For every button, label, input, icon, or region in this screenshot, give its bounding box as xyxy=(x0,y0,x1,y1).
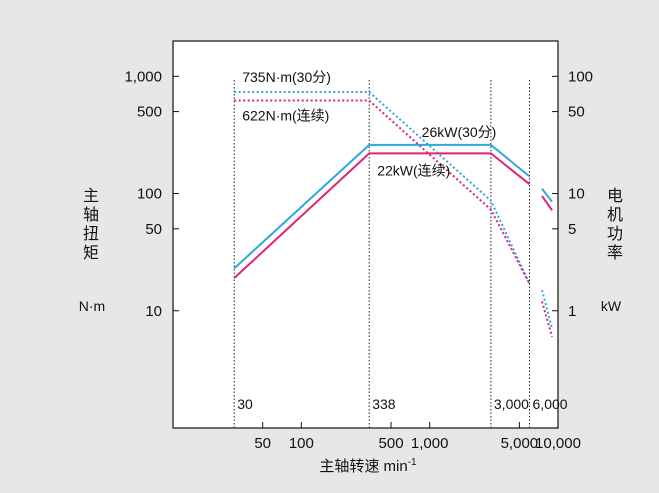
ylabel-right-char: 功 xyxy=(607,225,623,243)
series-label-torque-continuous: 622N·m(连续) xyxy=(242,107,329,123)
ylabel-right-char: 机 xyxy=(607,206,623,224)
y-axis-right-title: 电机功率 kW xyxy=(601,187,623,314)
y-right-tick-label-10: 10 xyxy=(568,186,585,203)
svg-text:主轴扭矩: 主轴扭矩 xyxy=(83,187,99,262)
plot-area xyxy=(173,41,558,428)
x-tick-label-1-000: 1,000 xyxy=(411,435,449,452)
series-line-torque-1 xyxy=(234,99,531,285)
x-tick-label-50: 50 xyxy=(254,435,271,452)
y-axis-left-title: 主轴扭矩 N·m xyxy=(79,187,105,314)
series-tail-dash-1 xyxy=(541,301,554,338)
y-right-tick-label-100: 100 xyxy=(568,68,593,85)
y-axis-left-unit: N·m xyxy=(79,298,105,314)
ylabel-left-char: 扭 xyxy=(83,225,99,243)
speed-marker-label-6-000: 6,000 xyxy=(533,396,568,412)
x-axis-title-text: 主轴转速 min xyxy=(319,458,407,475)
ylabel-right-char: 电 xyxy=(607,187,623,205)
series-line-torque-0 xyxy=(234,91,531,285)
series-label-power-30min: 26kW(30分) xyxy=(422,124,497,140)
x-tick-label-10-000: 10,000 xyxy=(535,435,581,452)
y-left-tick-label-100: 100 xyxy=(137,186,162,203)
ylabel-left-char: 矩 xyxy=(83,244,99,262)
speed-marker-label-30: 30 xyxy=(237,396,253,412)
series-tail-dash-0 xyxy=(541,289,554,330)
y-left-tick-label-50: 50 xyxy=(145,221,162,238)
series-line-power-2 xyxy=(233,143,531,270)
x-axis-title: 主轴转速 min-1 xyxy=(319,457,417,475)
x-tick-label-500: 500 xyxy=(379,435,404,452)
y-left-tick-label-10: 10 xyxy=(145,303,162,320)
x-axis-title-superscript: -1 xyxy=(408,457,417,468)
label-layer: 735N·m(30分) 622N·m(连续) 26kW(30分) 22kW(连续) xyxy=(242,69,496,178)
plot-frame xyxy=(172,40,559,429)
ylabel-left-char: 轴 xyxy=(83,206,99,224)
series-line-power-3-seg1 xyxy=(541,195,553,211)
series-label-power-continuous: 22kW(连续) xyxy=(377,162,450,178)
y-right-tick-label-1: 1 xyxy=(568,303,576,320)
series-line-power-2-seg1 xyxy=(541,188,553,203)
speed-marker-label-338: 338 xyxy=(372,396,396,412)
ylabel-right-char: 率 xyxy=(607,244,623,262)
speed-marker-lines: 30 338 3,000 6,000 xyxy=(233,80,568,428)
y-axis-right-unit: kW xyxy=(601,298,622,314)
series-line-power-3 xyxy=(233,152,531,279)
y-left-tick-label-1-000: 1,000 xyxy=(124,68,162,85)
series-label-torque-30min: 735N·m(30分) xyxy=(242,69,331,85)
svg-text:电机功率: 电机功率 xyxy=(607,187,623,262)
y-right-tick-label-50: 50 xyxy=(568,104,585,121)
x-tick-label-100: 100 xyxy=(289,435,314,452)
speed-marker-label-3-000: 3,000 xyxy=(494,396,529,412)
x-tick-label-5-000: 5,000 xyxy=(501,435,539,452)
y-right-tick-label-5: 5 xyxy=(568,221,576,238)
ylabel-left-char: 主 xyxy=(83,187,99,205)
series-layer xyxy=(233,91,554,338)
y-left-tick-label-500: 500 xyxy=(137,104,162,121)
